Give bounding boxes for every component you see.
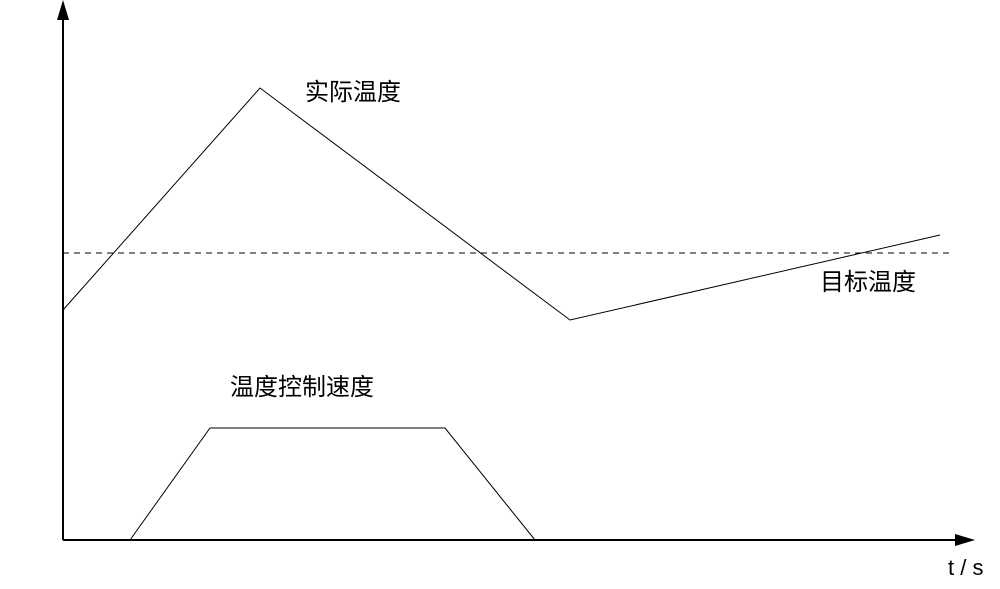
control-speed-line xyxy=(130,428,535,540)
x-axis-arrow xyxy=(955,534,975,546)
actual-temp-line xyxy=(63,88,940,320)
actual-temp-label: 实际温度 xyxy=(305,79,401,106)
control-speed-label: 温度控制速度 xyxy=(230,374,374,401)
target-temp-label: 目标温度 xyxy=(820,269,916,296)
x-axis-label: t / s xyxy=(948,555,983,580)
y-axis-arrow xyxy=(57,0,69,20)
chart-container: 实际温度 目标温度 温度控制速度 t / s xyxy=(0,0,1000,589)
chart-svg: 实际温度 目标温度 温度控制速度 t / s xyxy=(0,0,1000,589)
